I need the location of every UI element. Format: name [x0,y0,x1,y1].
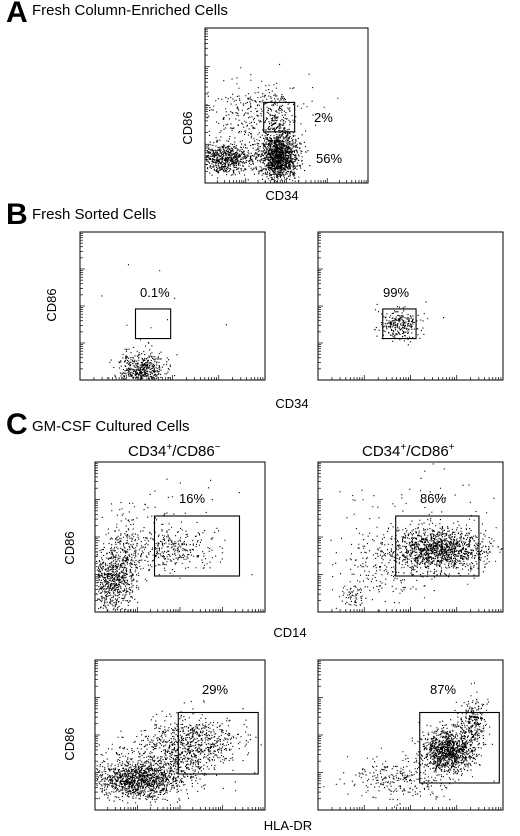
gate-box [382,308,417,340]
labels-layer: CD86 CD34 2% 56% CD86 0.1% 99% CD34 CD86… [44,110,456,833]
plot-frame [317,461,504,613]
plot-b-right [317,231,504,381]
gate-box [395,515,480,577]
gate-percent-b-left: 0.1% [140,285,170,300]
gate-percent-c1-right: 86% [420,491,446,506]
gate-box [177,711,259,775]
column-title-left: CD34+/CD86− [128,442,221,460]
axis-label-x-c2: HLA-DR [264,818,312,833]
plots-layer [79,27,504,811]
panel-b-letter: B [6,198,28,231]
event-dots [374,301,445,346]
plot-frame [79,231,266,381]
gate-box [134,308,172,340]
gate-box [153,515,241,577]
gate-percent-c2-left: 29% [202,682,228,697]
gate-percent-c2-right: 87% [430,682,456,697]
axis-label-y-c1: CD86 [62,531,77,564]
axis-label-x-c1: CD14 [273,625,306,640]
event-dots [323,682,495,808]
gate-percent-a1: 2% [314,110,333,125]
axis-label-y-a: CD86 [180,111,195,144]
plot-a [204,27,369,184]
column-title-right: CD34+/CD86+ [362,442,455,460]
panel-b-title: Fresh Sorted Cells [32,206,157,223]
gate-box [419,711,500,784]
gate-percent-b-right: 99% [383,285,409,300]
plot-c2-right [317,659,504,811]
event-dots [96,700,262,806]
gate-percent-a2: 56% [316,151,342,166]
plot-frame [317,231,504,381]
event-dots [101,264,227,380]
event-dots [205,63,339,183]
event-dots [96,478,253,612]
plot-b-left [79,231,266,381]
panel-a-title: Fresh Column-Enriched Cells [32,2,228,19]
panel-a-letter: A [6,0,28,29]
event-dots [330,463,503,612]
plot-c1-left [94,461,266,613]
axis-label-x-a: CD34 [265,188,298,203]
axis-label-y-c2: CD86 [62,727,77,760]
plot-c2-left [94,659,266,811]
panel-c-title: GM-CSF Cultured Cells [32,418,190,435]
axis-label-x-b: CD34 [275,396,308,411]
gate-box [263,101,296,133]
gate-percent-c1-left: 16% [179,491,205,506]
panel-c-letter: C [6,408,28,441]
plot-c1-right [317,461,504,613]
axis-label-y-b: CD86 [44,288,59,321]
